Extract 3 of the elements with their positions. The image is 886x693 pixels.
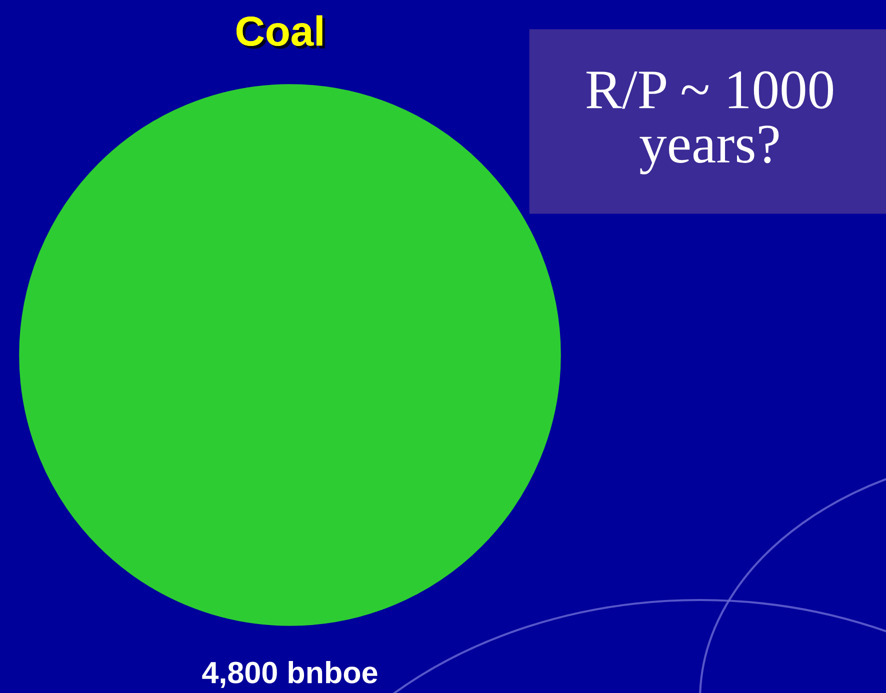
data-label: 4,800 bnboe [202,660,378,688]
text: R/P ~ 1000 years? [586,71,834,174]
category-label: Coal [236,15,325,49]
